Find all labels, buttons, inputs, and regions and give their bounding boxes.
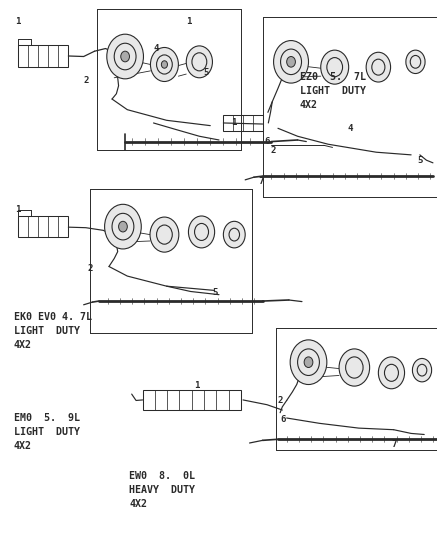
Text: 4: 4 <box>347 124 353 133</box>
Circle shape <box>366 52 391 82</box>
Circle shape <box>150 217 179 252</box>
Text: 1: 1 <box>194 381 200 390</box>
Text: 7: 7 <box>391 440 396 449</box>
Circle shape <box>339 349 370 386</box>
Circle shape <box>290 340 327 384</box>
Circle shape <box>186 46 212 78</box>
Text: 6: 6 <box>265 137 270 146</box>
Circle shape <box>105 204 141 249</box>
Bar <box>223 115 263 131</box>
Text: 5: 5 <box>212 287 217 296</box>
Circle shape <box>378 357 405 389</box>
Text: 2: 2 <box>88 264 93 272</box>
Text: EK0 EV0 4. 7L
LIGHT  DUTY
4X2: EK0 EV0 4. 7L LIGHT DUTY 4X2 <box>14 312 92 350</box>
Circle shape <box>119 221 127 232</box>
Text: 6: 6 <box>280 415 286 424</box>
Circle shape <box>121 51 130 62</box>
Text: EZ0  5.  7L
LIGHT  DUTY
4X2: EZ0 5. 7L LIGHT DUTY 4X2 <box>300 72 366 110</box>
Text: 4: 4 <box>153 44 159 53</box>
Text: EW0  8.  0L
HEAVY  DUTY
4X2: EW0 8. 0L HEAVY DUTY 4X2 <box>130 471 195 509</box>
Text: 5: 5 <box>417 156 423 165</box>
Circle shape <box>413 359 431 382</box>
Circle shape <box>321 50 349 84</box>
Circle shape <box>274 41 308 83</box>
Text: 1: 1 <box>15 18 21 27</box>
Circle shape <box>406 50 425 74</box>
Text: 7: 7 <box>259 177 264 186</box>
Circle shape <box>304 357 313 368</box>
Text: 1: 1 <box>232 118 237 127</box>
Text: 1: 1 <box>15 205 21 214</box>
Circle shape <box>150 47 178 82</box>
Circle shape <box>188 216 215 248</box>
Bar <box>18 45 68 67</box>
Bar <box>143 390 241 410</box>
Text: 2: 2 <box>83 76 88 85</box>
Circle shape <box>161 61 167 68</box>
Text: EM0  5.  9L
LIGHT  DUTY
4X2: EM0 5. 9L LIGHT DUTY 4X2 <box>14 413 80 451</box>
Text: 1: 1 <box>186 18 191 27</box>
Text: 2: 2 <box>277 396 283 405</box>
Circle shape <box>223 221 245 248</box>
Bar <box>18 216 68 237</box>
Text: 5: 5 <box>203 68 208 77</box>
Circle shape <box>107 34 144 79</box>
Circle shape <box>287 56 295 67</box>
Text: 2: 2 <box>270 146 276 155</box>
